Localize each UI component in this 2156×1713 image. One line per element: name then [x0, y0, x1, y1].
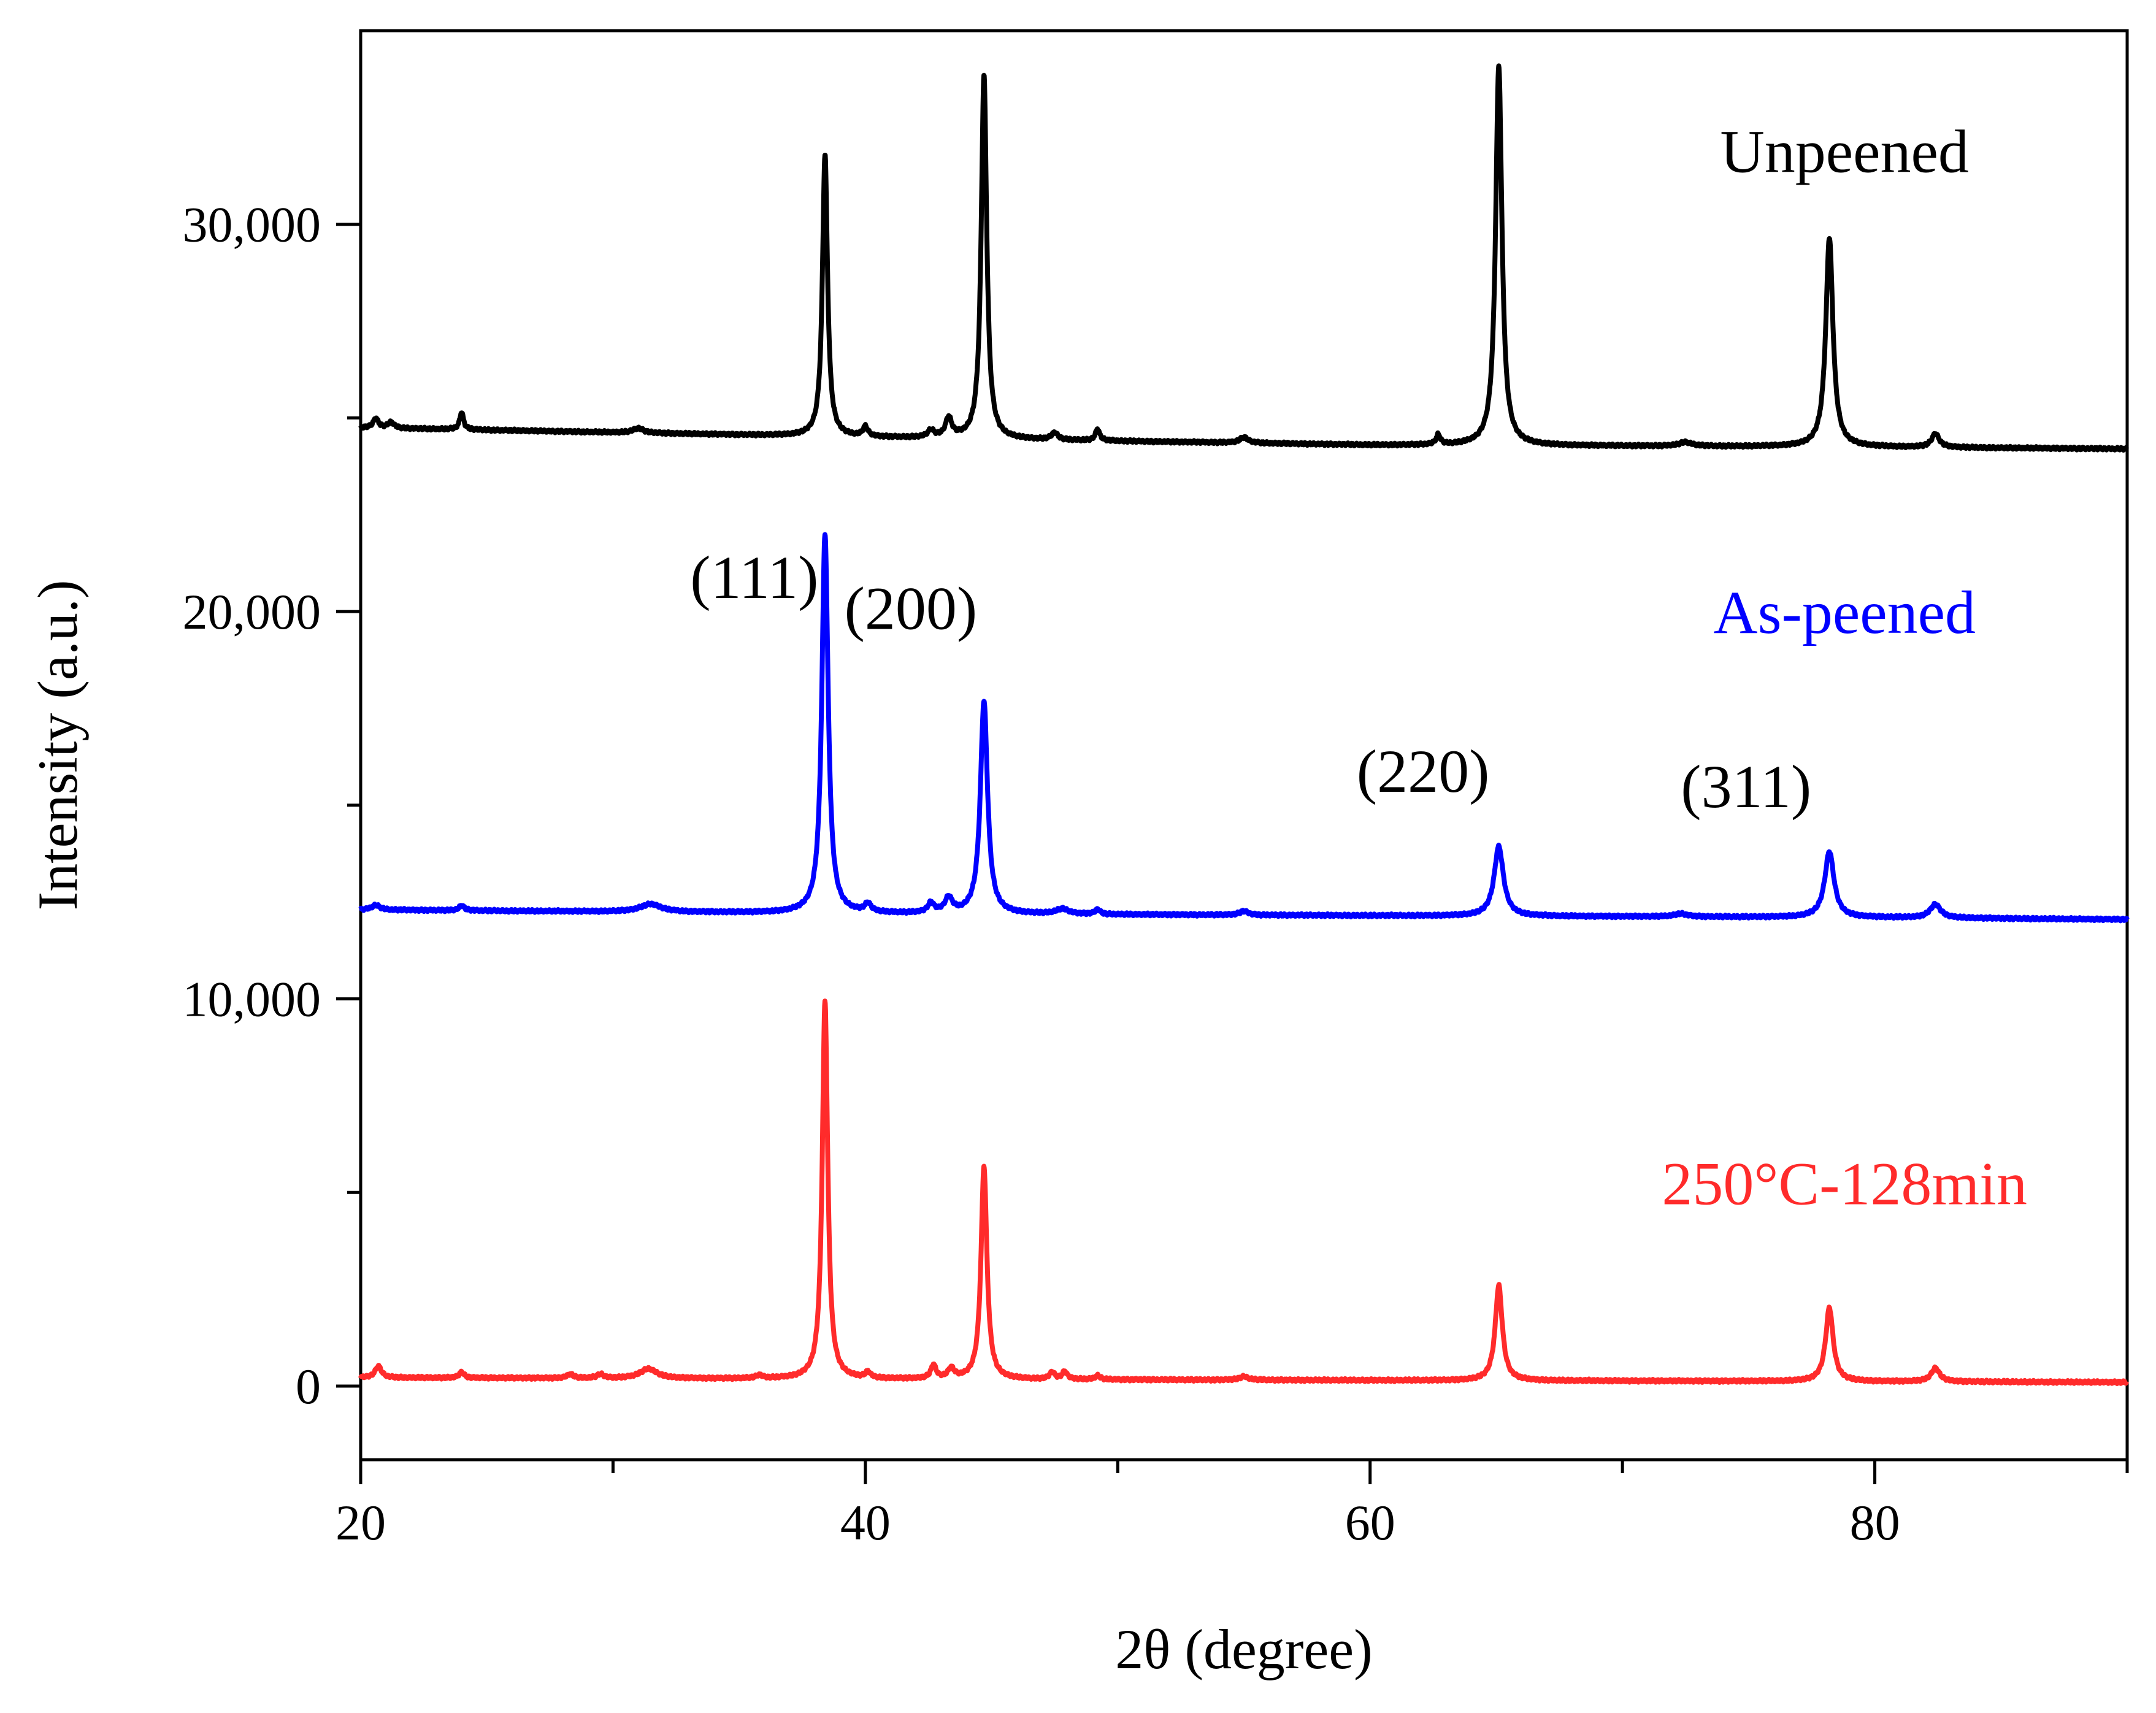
series-line	[358, 63, 2130, 453]
peak-annotation: (311)	[1681, 753, 1811, 821]
series-layer: Unpeened As-peened 250°C-128min	[358, 63, 2130, 1386]
peak-annotation: (111)	[690, 543, 818, 611]
series-label: 250°C-128min	[1662, 1149, 2027, 1217]
series-line	[358, 998, 2130, 1386]
x-axis-ticks: 20 40 60 80	[336, 1460, 2129, 1550]
y-axis-ticks: 0 10,000 20,000 30,000	[183, 197, 361, 1414]
series-label: As-peened	[1713, 578, 1976, 646]
x-tick-label: 20	[336, 1495, 386, 1550]
peak-annotations: (111) (200) (220) (311)	[690, 543, 1811, 821]
series-label: Unpeened	[1721, 117, 1969, 185]
y-tick-label: 30,000	[183, 197, 321, 253]
series-line	[358, 532, 2130, 924]
x-axis-title: 2θ (degree)	[1115, 1618, 1372, 1680]
x-tick-label: 40	[840, 1495, 891, 1550]
y-tick-label: 20,000	[183, 584, 321, 640]
plot-frame	[359, 29, 2129, 1462]
y-tick-label: 0	[296, 1359, 321, 1414]
peak-annotation: (220)	[1357, 737, 1490, 805]
y-axis-title: Intensity (a.u.)	[26, 580, 89, 910]
peak-annotation: (200)	[845, 575, 978, 643]
x-tick-label: 80	[1850, 1495, 1900, 1550]
x-tick-label: 60	[1345, 1495, 1395, 1550]
y-tick-label: 10,000	[183, 971, 321, 1027]
